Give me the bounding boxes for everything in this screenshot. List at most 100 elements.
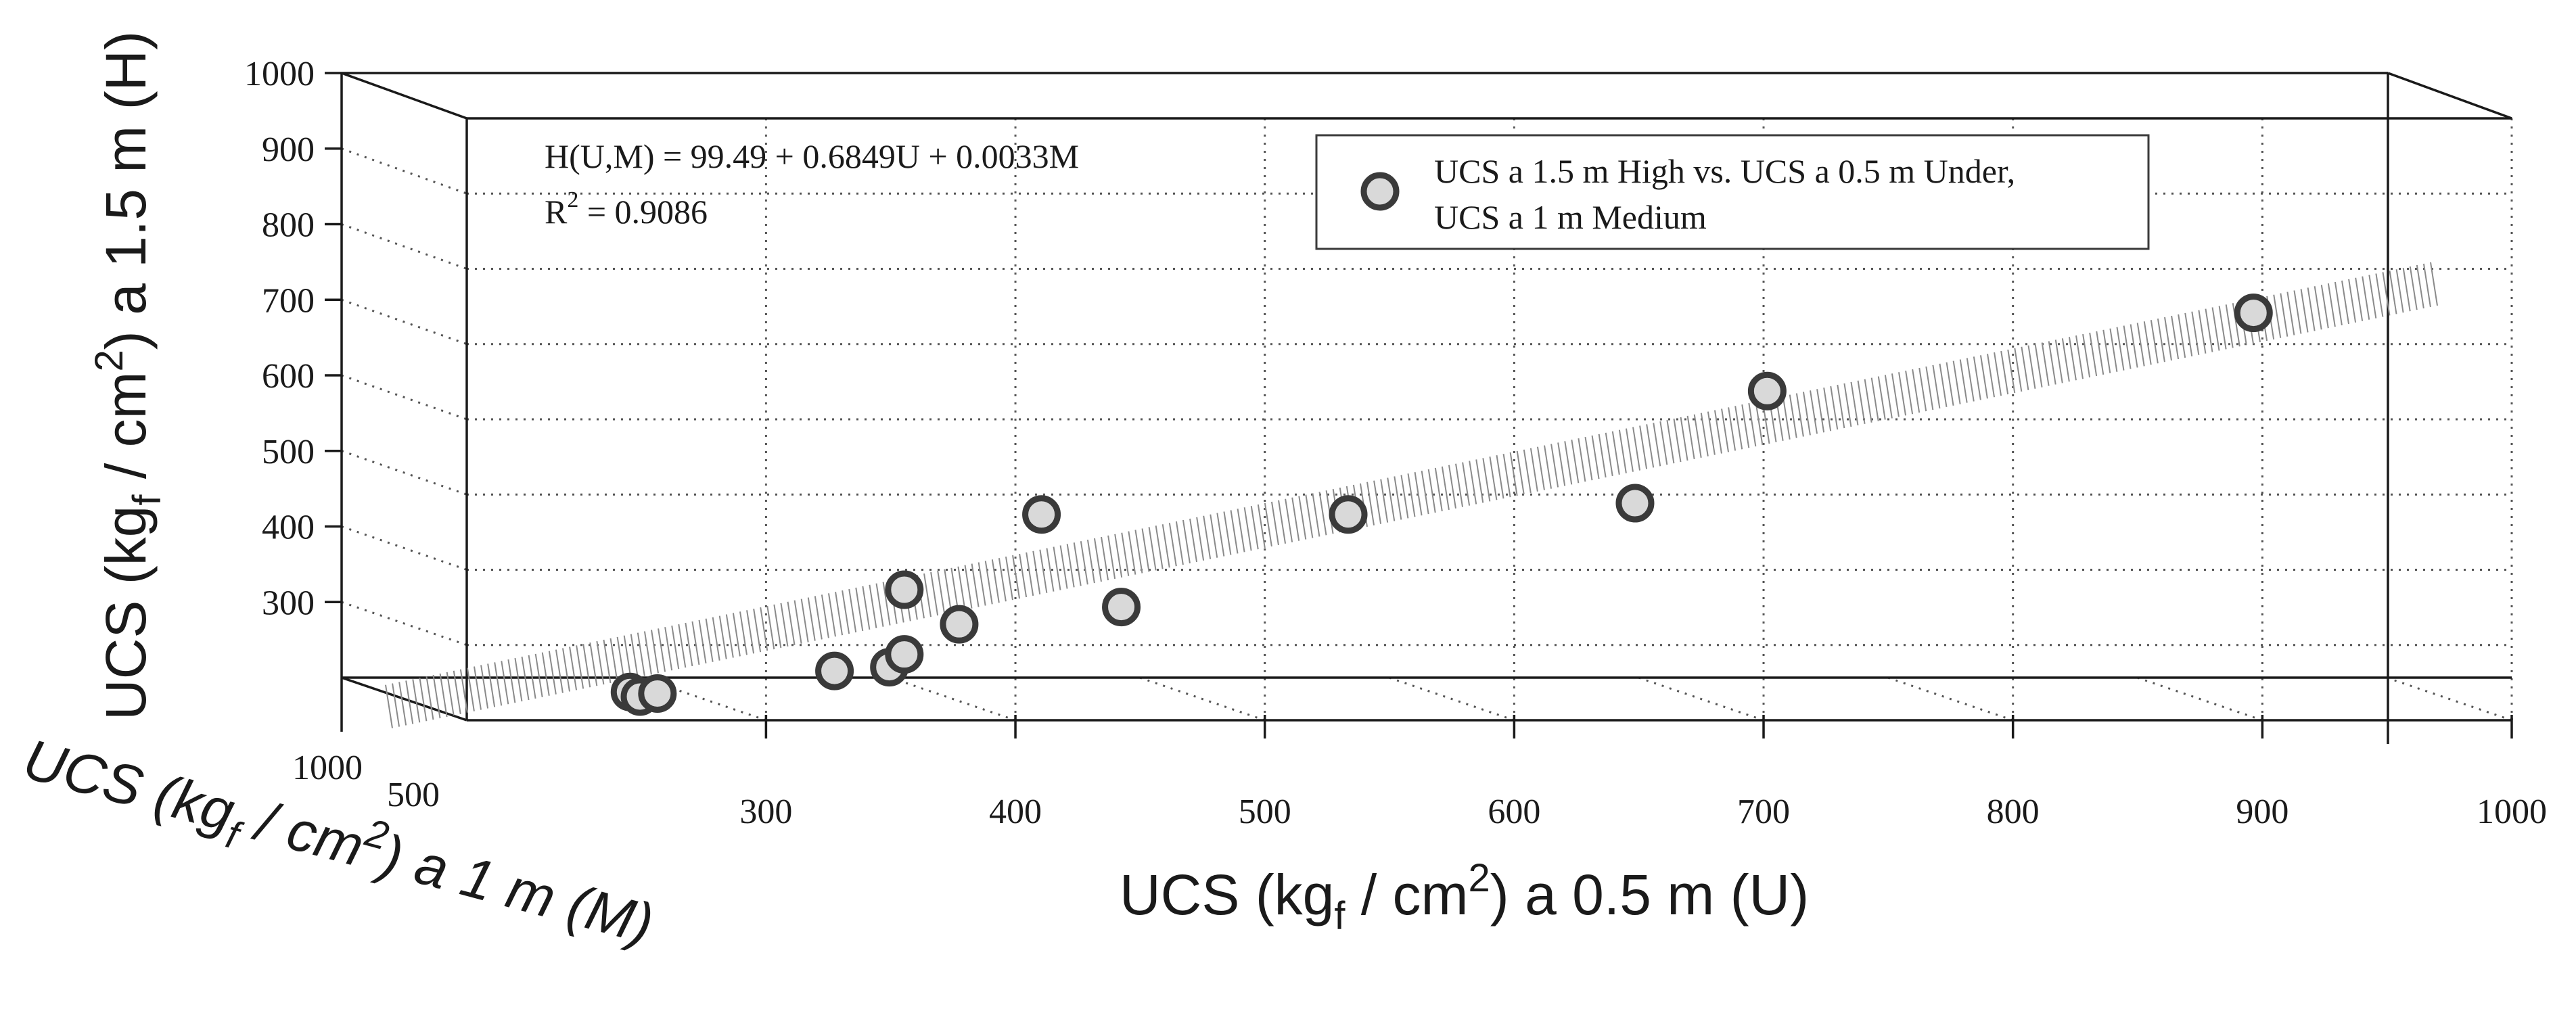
- grid-line: [1388, 676, 1515, 722]
- x-tick-label: 900: [2236, 793, 2288, 831]
- fitted-plane-stroke: [2089, 332, 2098, 377]
- fitted-plane-stroke: [2320, 285, 2329, 329]
- fitted-plane-stroke: [1278, 500, 1287, 544]
- fitted-plane-stroke: [2286, 291, 2295, 335]
- fitted-plane-stroke: [685, 622, 693, 667]
- fitted-plane-stroke: [630, 634, 639, 678]
- fitted-plane-stroke: [780, 603, 789, 647]
- fitted-plane-stroke: [2171, 315, 2180, 360]
- fit-r-squared: R2 = 0.9086: [545, 187, 708, 231]
- fitted-plane-stroke: [2178, 314, 2186, 358]
- axis-frame: [325, 72, 2513, 744]
- fitted-plane-stroke: [2389, 271, 2397, 314]
- fitted-plane-stroke: [1830, 385, 1839, 430]
- grid-line: [640, 676, 766, 722]
- grid-line: [1139, 676, 1266, 722]
- fitted-plane-stroke: [1291, 497, 1300, 541]
- fitted-plane-stroke: [1646, 424, 1655, 468]
- fitted-plane-stroke: [2136, 323, 2145, 367]
- fitted-plane-stroke: [1264, 502, 1272, 547]
- fitted-plane-stroke: [480, 665, 489, 709]
- z-tick-labels: 300 400 500 600 700 800 900 1000: [244, 55, 315, 622]
- grid-line: [341, 525, 467, 571]
- fitted-plane-stroke: [2362, 276, 2370, 320]
- fitted-plane-stroke: [1544, 445, 1552, 489]
- fitted-plane-stroke: [725, 614, 734, 658]
- fitted-plane-stroke: [2211, 307, 2220, 351]
- fitted-plane-stroke: [1107, 535, 1116, 580]
- fitted-plane-stroke: [474, 666, 482, 710]
- fitted-plane-stroke: [773, 604, 782, 649]
- fitted-plane-stroke: [1973, 356, 1981, 400]
- fitted-plane-stroke: [385, 684, 393, 728]
- fitted-plane-stroke: [957, 566, 966, 610]
- fitted-plane-stroke: [2109, 328, 2118, 372]
- fitted-plane-stroke: [2027, 345, 2036, 389]
- fitted-plane-stroke: [1210, 514, 1218, 558]
- fitted-plane-stroke: [2300, 289, 2309, 333]
- fitted-plane-stroke: [1605, 432, 1613, 477]
- scatter-point: [885, 635, 924, 674]
- fitted-plane-stroke: [835, 592, 844, 636]
- fitted-plane-stroke: [2409, 266, 2418, 310]
- fitted-plane-stroke: [2191, 311, 2200, 355]
- fitted-plane-stroke: [882, 582, 891, 626]
- fitted-plane-stroke: [1632, 427, 1641, 471]
- fitted-plane-stroke: [1721, 408, 1730, 452]
- fitted-plane-stroke: [1611, 431, 1620, 475]
- fit-equation: H(U,M) = 99.49 + 0.6849U + 0.0033M: [545, 137, 1079, 175]
- fitted-plane-stroke: [1748, 402, 1757, 447]
- fitted-plane-stroke: [800, 599, 809, 642]
- fitted-plane-stroke: [507, 659, 516, 703]
- grid-line: [341, 601, 467, 647]
- fitted-plane-stroke: [1230, 510, 1239, 554]
- fitted-plane-stroke: [1536, 446, 1545, 490]
- x-tick-label: 1000: [2477, 793, 2547, 831]
- fitted-plane-stroke: [439, 673, 448, 718]
- fitted-plane-stroke: [1530, 448, 1538, 492]
- z-tick-label: 600: [262, 357, 315, 396]
- fitted-plane-stroke: [2116, 327, 2125, 371]
- fitted-plane-stroke: [2422, 263, 2431, 308]
- x-tick-label: 600: [1488, 793, 1540, 831]
- fitted-plane-stroke: [1557, 442, 1566, 486]
- grid-line: [1887, 676, 2014, 722]
- fitted-plane-stroke: [1925, 366, 1934, 410]
- fitted-plane-stroke: [787, 601, 796, 645]
- fitted-plane-stroke: [712, 617, 720, 661]
- fitted-plane-stroke: [1182, 519, 1191, 564]
- fitted-plane-stroke: [1469, 461, 1477, 504]
- y-tick-label-500: 500: [387, 776, 440, 814]
- fitted-plane-stroke: [923, 573, 932, 617]
- fitted-plane-stroke: [1482, 458, 1491, 502]
- fitted-plane-stroke: [2048, 341, 2056, 385]
- fitted-plane-stroke: [2123, 325, 2132, 369]
- fitted-plane-stroke: [1891, 373, 1900, 417]
- fitted-plane-stroke: [1509, 452, 1518, 496]
- fitted-plane-stroke: [1952, 360, 1961, 404]
- fitted-plane-stroke: [1448, 465, 1456, 509]
- fitted-plane-stroke: [2061, 338, 2070, 382]
- frame-edge: [341, 72, 467, 120]
- fitted-plane-stroke: [1905, 371, 1914, 415]
- fitted-plane-stroke: [412, 679, 421, 723]
- fitted-plane-stroke: [766, 605, 775, 650]
- fitted-plane-stroke: [855, 587, 864, 632]
- fitted-plane-stroke: [1837, 384, 1845, 429]
- fitted-plane-stroke: [1966, 358, 1975, 402]
- fitted-plane-stroke: [1979, 355, 1988, 399]
- fitted-plane-stroke: [2327, 283, 2336, 327]
- x-tick-label: 800: [1987, 793, 2040, 831]
- fitted-plane-stroke: [405, 680, 414, 724]
- fitted-plane-stroke: [1912, 369, 1920, 413]
- fitted-plane-stroke: [732, 613, 741, 657]
- fitted-plane-stroke: [2280, 293, 2288, 337]
- fitted-plane-stroke: [589, 642, 598, 686]
- scatter-point: [1747, 371, 1787, 410]
- fitted-plane-stroke: [555, 649, 564, 693]
- fitted-plane-stroke: [1639, 425, 1648, 469]
- fitted-plane-stroke: [2314, 286, 2322, 330]
- fitted-plane-stroke: [991, 559, 1000, 603]
- x-tick-label: 500: [1239, 793, 1291, 831]
- fitted-plane-stroke: [2355, 277, 2364, 321]
